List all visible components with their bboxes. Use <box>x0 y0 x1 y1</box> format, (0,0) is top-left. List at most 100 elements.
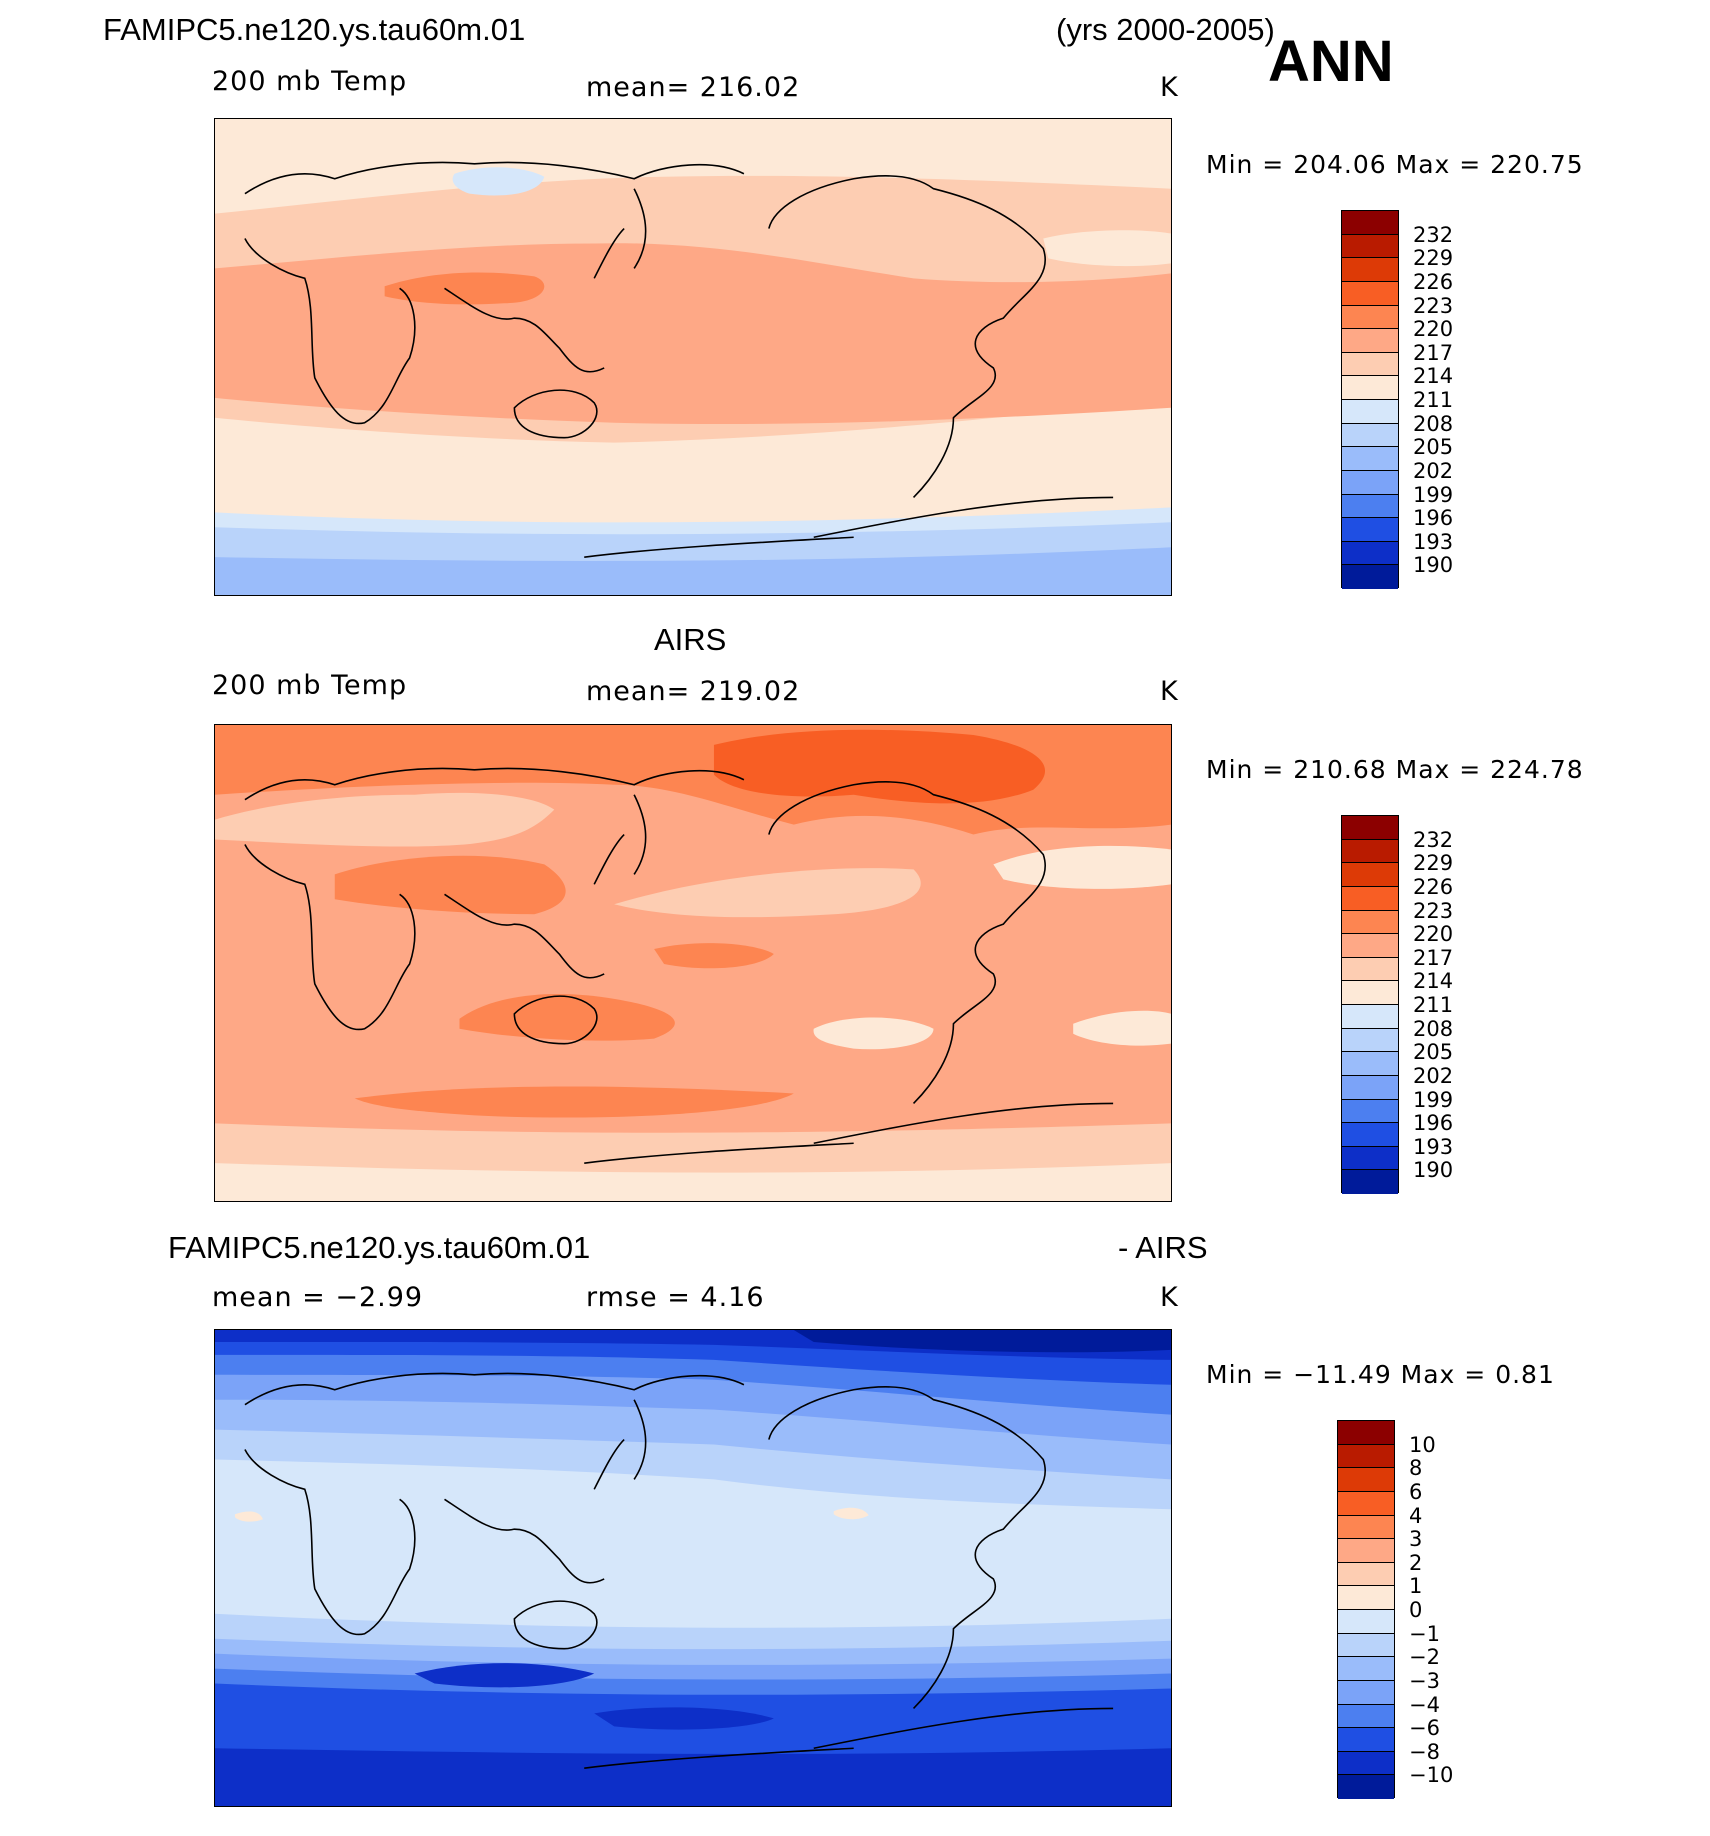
colorbar-label: 202 <box>1413 1063 1454 1088</box>
colorbar-swatch <box>1338 1704 1394 1729</box>
colorbar-swatch <box>1338 1680 1394 1705</box>
colorbar-swatch <box>1342 541 1398 566</box>
colorbar-swatch <box>1342 447 1398 471</box>
colorbar-label: 208 <box>1413 1016 1454 1041</box>
colorbar-swatch <box>1342 305 1398 330</box>
colorbar-label: 208 <box>1413 411 1454 436</box>
colorbar-swatch <box>1342 934 1398 958</box>
colorbar-label: 229 <box>1413 851 1454 876</box>
panel3-title-right: - AIRS <box>1118 1230 1208 1265</box>
colorbar-swatch <box>1342 258 1398 282</box>
colorbar-label: 4 <box>1409 1503 1423 1528</box>
colorbar-swatch <box>1338 1633 1394 1658</box>
colorbar-label: 10 <box>1409 1432 1436 1457</box>
panel3-rmse: rmse = 4.16 <box>586 1282 765 1313</box>
colorbar-swatch <box>1338 1657 1394 1681</box>
colorbar-swatch <box>1342 910 1398 935</box>
colorbar-swatch <box>1338 1539 1394 1563</box>
colorbar-swatch <box>1342 1052 1398 1076</box>
colorbar-swatch <box>1342 981 1398 1005</box>
colorbar-swatch <box>1338 1751 1394 1776</box>
colorbar-swatch <box>1342 518 1398 542</box>
colorbar-label: 220 <box>1413 317 1454 342</box>
colorbar-label: −8 <box>1409 1739 1440 1764</box>
colorbar-label: 202 <box>1413 458 1454 483</box>
colorbar-swatch <box>1342 376 1398 400</box>
colorbar-label: 1 <box>1409 1574 1423 1599</box>
years-label: (yrs 2000-2005) <box>1056 12 1275 47</box>
colorbar-label: 226 <box>1413 874 1454 899</box>
colorbar-label: 0 <box>1409 1598 1423 1622</box>
colorbar-swatch <box>1342 423 1398 448</box>
panel1-units: K <box>1160 72 1179 103</box>
panel3-units: K <box>1160 1282 1179 1313</box>
colorbar-swatch <box>1342 816 1398 840</box>
colorbar-label: 2 <box>1409 1550 1423 1575</box>
colorbar-swatch <box>1342 470 1398 495</box>
colorbar-swatch <box>1338 1586 1394 1610</box>
panel1-colorbar <box>1341 210 1399 589</box>
colorbar-swatch <box>1342 281 1398 306</box>
colorbar-label: 190 <box>1413 1158 1454 1183</box>
colorbar-label: 217 <box>1413 945 1454 970</box>
colorbar-swatch <box>1342 1146 1398 1171</box>
colorbar-label: 211 <box>1413 993 1454 1017</box>
colorbar-swatch <box>1342 352 1398 377</box>
panel1-mean: mean= 216.02 <box>586 72 801 103</box>
colorbar-swatch <box>1338 1610 1394 1634</box>
colorbar-swatch <box>1342 329 1398 353</box>
panel2-map-svg <box>215 725 1171 1201</box>
colorbar-label: 226 <box>1413 269 1454 294</box>
colorbar-label: −6 <box>1409 1716 1440 1741</box>
panel2-mean: mean= 219.02 <box>586 676 801 707</box>
colorbar-swatch <box>1342 839 1398 864</box>
colorbar-swatch <box>1342 400 1398 424</box>
colorbar-label: −4 <box>1409 1692 1440 1717</box>
colorbar-swatch <box>1338 1775 1394 1799</box>
colorbar-label: 220 <box>1413 922 1454 947</box>
colorbar-swatch <box>1342 1005 1398 1029</box>
colorbar-swatch <box>1338 1444 1394 1469</box>
panel2-colorbar <box>1341 815 1399 1194</box>
panel2-variable: 200 mb Temp <box>212 670 408 701</box>
colorbar-swatch <box>1342 211 1398 235</box>
colorbar-label: 232 <box>1413 222 1454 247</box>
colorbar-swatch <box>1342 1170 1398 1194</box>
colorbar-label: 193 <box>1413 529 1454 554</box>
colorbar-label: 193 <box>1413 1134 1454 1159</box>
panel3-title-left: FAMIPC5.ne120.ys.tau60m.01 <box>168 1230 591 1265</box>
colorbar-swatch <box>1342 494 1398 519</box>
colorbar-label: 205 <box>1413 1040 1454 1065</box>
colorbar-label: 217 <box>1413 340 1454 365</box>
colorbar-label: 232 <box>1413 827 1454 852</box>
colorbar-label: 3 <box>1409 1527 1423 1552</box>
colorbar-label: −2 <box>1409 1645 1440 1670</box>
colorbar-swatch <box>1338 1468 1394 1492</box>
colorbar-swatch <box>1342 886 1398 911</box>
colorbar-label: 8 <box>1409 1456 1423 1481</box>
colorbar-label: 223 <box>1413 293 1454 318</box>
panel2-map <box>214 724 1172 1202</box>
panel1-minmax: Min = 204.06 Max = 220.75 <box>1206 150 1584 179</box>
colorbar-label: 211 <box>1413 388 1454 412</box>
colorbar-label: 199 <box>1413 482 1454 507</box>
colorbar-swatch <box>1342 863 1398 887</box>
colorbar-swatch <box>1338 1562 1394 1587</box>
colorbar-label: 190 <box>1413 553 1454 578</box>
colorbar-swatch <box>1338 1728 1394 1752</box>
panel3-mean: mean = −2.99 <box>212 1282 424 1313</box>
colorbar-swatch <box>1342 957 1398 982</box>
colorbar-swatch <box>1342 565 1398 589</box>
colorbar-swatch <box>1342 1099 1398 1124</box>
colorbar-label: 223 <box>1413 898 1454 923</box>
colorbar-label: −3 <box>1409 1668 1440 1693</box>
season-label: ANN <box>1268 29 1394 94</box>
panel2-units: K <box>1160 676 1179 707</box>
colorbar-swatch <box>1342 234 1398 259</box>
panel1-map <box>214 118 1172 596</box>
panel1-variable: 200 mb Temp <box>212 66 408 97</box>
colorbar-swatch <box>1342 1028 1398 1053</box>
colorbar-label: −1 <box>1409 1621 1440 1646</box>
colorbar-label: 196 <box>1413 1111 1454 1136</box>
panel1-map-svg <box>215 119 1171 595</box>
